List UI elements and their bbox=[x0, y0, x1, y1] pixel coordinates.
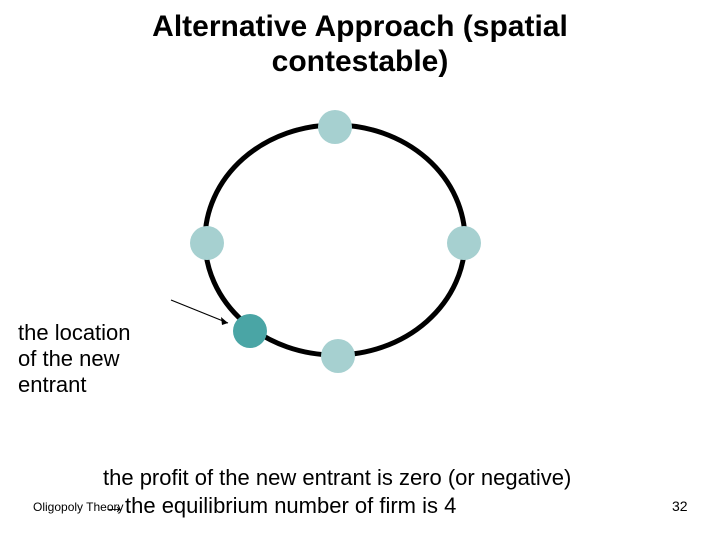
page-title: Alternative Approach (spatial contestabl… bbox=[0, 10, 720, 79]
diagram-svg bbox=[165, 95, 505, 435]
conclusion-text: the profit of the new entrant is zero (o… bbox=[103, 464, 571, 520]
footer-text: Oligopoly Theory bbox=[33, 500, 124, 514]
node-n-bottom bbox=[321, 339, 355, 373]
page-number: 32 bbox=[672, 498, 688, 514]
entrant-label-line-3: entrant bbox=[18, 372, 131, 398]
entrant-label-line-1: the location bbox=[18, 320, 131, 346]
node-n-entrant bbox=[233, 314, 267, 348]
entrant-label: the location of the new entrant bbox=[18, 320, 131, 398]
pointer-head bbox=[221, 317, 228, 325]
pointer-line bbox=[171, 300, 228, 323]
conclusion-line-1: the profit of the new entrant is zero (o… bbox=[103, 464, 571, 492]
slide: Alternative Approach (spatial contestabl… bbox=[0, 0, 720, 540]
node-n-top bbox=[318, 110, 352, 144]
title-line-1: Alternative Approach (spatial bbox=[0, 10, 720, 45]
circle-diagram bbox=[165, 95, 505, 435]
node-n-right bbox=[447, 226, 481, 260]
pointer-group bbox=[171, 300, 228, 325]
title-line-2: contestable) bbox=[0, 45, 720, 80]
entrant-label-line-2: of the new bbox=[18, 346, 131, 372]
conclusion-line-2: →the equilibrium number of firm is 4 bbox=[103, 492, 571, 520]
nodes-group bbox=[190, 110, 481, 373]
node-n-left bbox=[190, 226, 224, 260]
